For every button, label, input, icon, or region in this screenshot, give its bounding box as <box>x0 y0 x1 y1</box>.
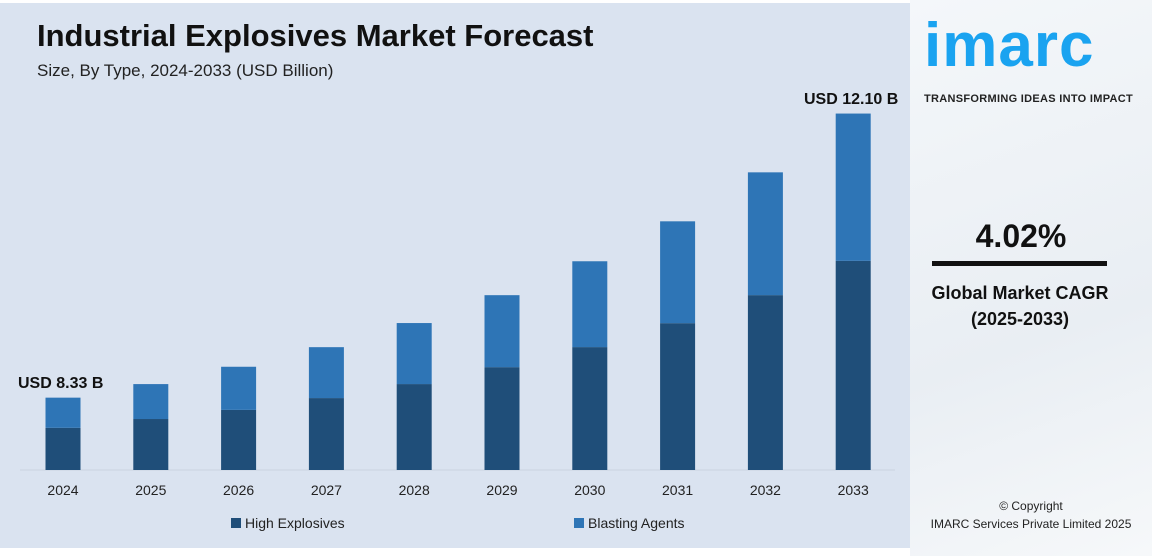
bar-blasting-agents-2029 <box>484 295 520 368</box>
x-tick-label: 2033 <box>838 482 869 498</box>
legend-swatch <box>231 518 241 528</box>
bar-high-explosives-2031 <box>660 323 696 470</box>
bar-blasting-agents-2025 <box>133 384 169 420</box>
bar-blasting-agents-2026 <box>221 366 257 410</box>
cagr-value: 4.02% <box>975 218 1067 254</box>
bar-blasting-agents-2030 <box>572 261 608 348</box>
bar-high-explosives-2029 <box>484 367 520 470</box>
bar-blasting-agents-2033 <box>835 113 871 261</box>
x-tick-label: 2028 <box>399 482 430 498</box>
bar-high-explosives-2027 <box>308 398 344 470</box>
imarc-logo: imarc <box>924 11 1095 80</box>
bar-blasting-agents-2027 <box>308 347 344 399</box>
company-name: IMARC Services Private Limited 2025 <box>930 517 1132 531</box>
side-panel: imarc TRANSFORMING IDEAS INTO IMPACT 4.0… <box>910 0 1152 556</box>
x-tick-label: 2031 <box>662 482 693 498</box>
x-tick-label: 2026 <box>223 482 254 498</box>
cagr-label: Global Market CAGR (2025-2033) <box>910 280 1130 332</box>
x-tick-label: 2032 <box>750 482 781 498</box>
legend-item-blasting-agents: Blasting Agents <box>574 515 685 531</box>
bar-high-explosives-2028 <box>396 384 432 470</box>
copyright: © Copyright IMARC Services Private Limit… <box>910 497 1152 533</box>
bar-high-explosives-2032 <box>747 295 783 470</box>
chart-subtitle: Size, By Type, 2024-2033 (USD Billion) <box>37 61 334 80</box>
logo-tagline: TRANSFORMING IDEAS INTO IMPACT <box>924 93 1134 105</box>
bar-high-explosives-2024 <box>45 427 81 470</box>
x-tick-label: 2024 <box>47 482 78 498</box>
annotation-first: USD 8.33 B <box>18 375 103 392</box>
bar-blasting-agents-2024 <box>45 397 81 428</box>
bar-blasting-agents-2032 <box>747 172 783 296</box>
stacked-bar-chart: 2024 2025 2026 2027 2028 2029 2030 2031 2032 2033… <box>18 91 898 498</box>
cagr-period: (2025-2033) <box>970 309 1070 329</box>
cagr-label-text: Global Market CAGR <box>931 283 1109 303</box>
bar-high-explosives-2033 <box>835 260 871 470</box>
divider <box>932 261 1107 266</box>
x-tick-label: 2025 <box>135 482 166 498</box>
bar-high-explosives-2030 <box>572 347 608 470</box>
legend-label: High Explosives <box>245 515 345 531</box>
chart-title: Industrial Explosives Market Forecast <box>37 18 594 53</box>
legend-swatch <box>574 518 584 528</box>
x-tick-label: 2029 <box>486 482 517 498</box>
legend-item-high-explosives: High Explosives <box>231 515 345 531</box>
legend-label: Blasting Agents <box>588 515 685 531</box>
x-tick-label: 2027 <box>311 482 342 498</box>
copyright-text: © Copyright <box>999 499 1063 513</box>
x-tick-label: 2030 <box>574 482 605 498</box>
bar-blasting-agents-2028 <box>396 323 432 385</box>
bar-blasting-agents-2031 <box>660 221 696 324</box>
bar-high-explosives-2026 <box>221 409 257 470</box>
annotation-last: USD 12.10 B <box>804 91 898 108</box>
bar-high-explosives-2025 <box>133 419 169 470</box>
